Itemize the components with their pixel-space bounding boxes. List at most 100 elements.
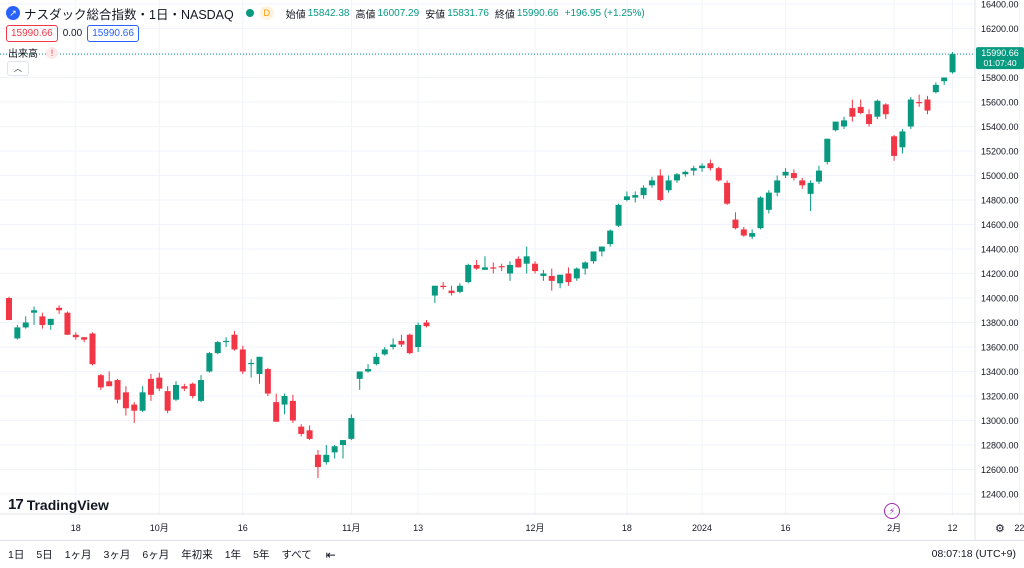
candle [264, 367, 271, 396]
candle-body [507, 264, 513, 274]
candle [231, 331, 238, 351]
brand-name: TradingView [26, 496, 109, 513]
candle [189, 382, 196, 399]
change-value: +196.95 (+1.25%) [564, 7, 645, 19]
candle [857, 99, 864, 115]
brand-mark-icon: 17 [8, 496, 24, 513]
timeframe-1d[interactable]: 1日 [8, 549, 25, 561]
y-tick-label: 16200.00 [981, 24, 1019, 34]
candle-body [298, 426, 305, 434]
candle [31, 306, 38, 325]
candle-body [899, 131, 906, 148]
candle-body [498, 266, 505, 268]
candle-body [866, 114, 873, 125]
timeframe-6m[interactable]: 6ヶ月 [142, 549, 170, 561]
candle [907, 97, 914, 129]
data-status-badge[interactable]: D [259, 6, 274, 20]
candle [815, 165, 822, 185]
timeframe-1y[interactable]: 1年 [224, 549, 242, 561]
candle-body [949, 54, 956, 73]
candle [398, 334, 405, 347]
x-tick-label: 2月 [887, 523, 901, 533]
volume-label[interactable]: 出来高 [8, 49, 38, 60]
candle [774, 175, 781, 197]
tradingview-logo[interactable]: 17 TradingView [8, 496, 109, 513]
x-tick-label: 16 [781, 523, 791, 533]
candle-body [790, 173, 797, 178]
candle-body [815, 170, 822, 182]
symbol-title[interactable]: ナスダック総合指数・1日・NASDAQ [24, 7, 234, 22]
timeframe-1m[interactable]: 1ヶ月 [64, 549, 92, 561]
price-tag-value: 15990.66 [981, 48, 1019, 58]
high-value: 16007.29 [377, 7, 420, 19]
candle-body [515, 258, 522, 268]
x-tick-label: 12月 [526, 523, 545, 533]
candle [131, 402, 138, 423]
lightning-icon[interactable]: ⚡ [884, 503, 900, 519]
candle-body [97, 375, 104, 388]
candle-body [64, 312, 71, 335]
candle-body [765, 192, 772, 210]
date-range-icon[interactable]: ⇤ [325, 547, 336, 562]
candle [866, 109, 873, 127]
candle [248, 359, 255, 378]
candle-body [699, 165, 706, 169]
candle [799, 177, 806, 189]
timeframe-3m[interactable]: 3ヶ月 [103, 549, 131, 561]
candle [807, 180, 814, 212]
candle [498, 263, 505, 272]
buy-price-box[interactable]: 15990.66 [87, 25, 139, 42]
timeframe-5d[interactable]: 5日 [36, 549, 53, 561]
candle-body [223, 340, 230, 343]
time-axis[interactable]: 18 10月 16 11月 13 12月 18 2024 16 2月 12 22 [0, 513, 1024, 533]
candle [281, 393, 288, 415]
x-tick-label: 11月 [342, 523, 360, 533]
candle-body [849, 108, 856, 117]
sell-price-box[interactable]: 15990.66 [6, 25, 58, 42]
candle-body [648, 180, 655, 186]
candle [106, 371, 113, 387]
timeframe-5y[interactable]: 5年 [253, 549, 270, 561]
candle-body [306, 430, 313, 439]
timeframe-ytd[interactable]: 年初来 [181, 549, 213, 561]
candle [841, 116, 847, 129]
candle-body [381, 349, 388, 355]
price-chart[interactable]: 12400.00 12600.00 12800.00 13000.00 13200.00… [0, 0, 1024, 540]
candle-body [874, 100, 881, 117]
x-tick-label: 13 [413, 523, 423, 533]
candle-body [231, 334, 238, 350]
x-tick-label: 22 [1014, 523, 1024, 533]
clock[interactable]: 08:07:18 (UTC+9) [931, 548, 1016, 560]
candle [323, 445, 330, 465]
candle-body [690, 168, 697, 171]
candle [607, 229, 614, 247]
candle-body [456, 285, 463, 292]
y-tick-label: 15800.00 [981, 73, 1019, 83]
symbol-logo-icon[interactable]: ↗ [6, 6, 20, 20]
candle [573, 267, 580, 281]
candle-body [757, 197, 764, 229]
candle [97, 373, 104, 390]
collapse-legend-button[interactable]: ︿ [7, 61, 29, 76]
candle-body [398, 340, 405, 345]
candle-body [448, 290, 455, 294]
close-label: 終値 [494, 9, 515, 21]
candle-body [565, 273, 572, 283]
price-axis[interactable]: 12400.00 12600.00 12800.00 13000.00 13200.00… [974, 0, 1019, 540]
warning-icon[interactable]: ! [46, 46, 58, 59]
timeframe-all[interactable]: すべて [281, 549, 312, 561]
candle [507, 261, 513, 281]
y-tick-label: 15600.00 [981, 98, 1019, 108]
candle [356, 371, 363, 390]
candle [206, 351, 213, 373]
candle [473, 260, 480, 270]
candle-body [289, 400, 296, 421]
y-tick-label: 13800.00 [981, 318, 1019, 328]
candle [22, 316, 29, 329]
y-tick-label: 13400.00 [981, 367, 1019, 377]
candle-body [857, 106, 864, 114]
price-tag-countdown: 01:07:40 [983, 58, 1016, 68]
gear-icon[interactable]: ⚙ [995, 523, 1005, 535]
candle-body [657, 175, 664, 200]
market-status-icon[interactable] [245, 9, 254, 17]
